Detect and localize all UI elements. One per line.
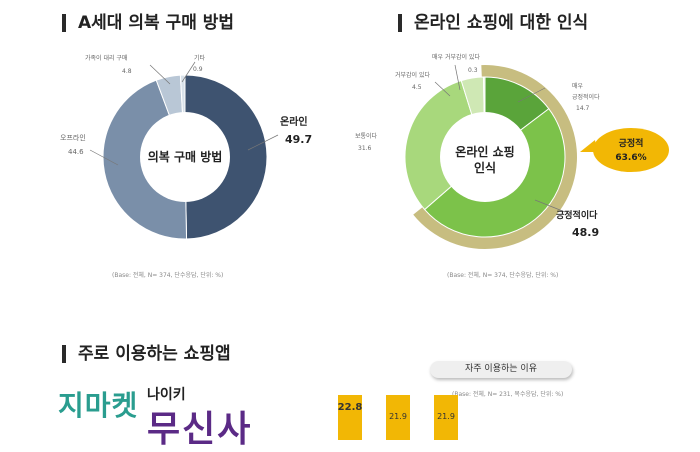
slice-label-offline: 오프라인 <box>60 133 86 142</box>
musinsa-logo-text: 무신사 <box>147 409 253 450</box>
slice-value-online: 49.7 <box>285 133 312 146</box>
reason-bar-value-2: 21.9 <box>437 412 455 421</box>
slice-label-negative: 거부감이 있다 <box>395 71 431 79</box>
slice-value-neutral: 31.6 <box>358 145 372 152</box>
callout-value: 63.6% <box>615 153 646 163</box>
slice-label-very-positive-2: 긍정적이다 <box>572 93 600 101</box>
slice-value-positive: 48.9 <box>572 226 599 239</box>
leader-line-offline <box>89 149 119 166</box>
reason-bar-0 <box>338 395 362 440</box>
slice-value-family: 4.8 <box>122 68 132 75</box>
purchase-method-donut-chart: 의복 구매 방법 온라인 49.7 오프라인 44.6 가족이 대리 구매 4.… <box>60 54 312 240</box>
slice-value-very-positive: 14.7 <box>576 105 590 112</box>
slice-label-neutral: 보통이다 <box>355 132 378 140</box>
slice-value-etc: 0.9 <box>193 66 203 73</box>
leader-line-online <box>247 134 279 151</box>
chart-note-perception: (Base: 전체, N= 374, 단수응답, 단위: %) <box>447 272 559 279</box>
donut-center-label-line2: 인식 <box>474 160 496 175</box>
donut-hole <box>140 112 230 202</box>
reason-bar-value-1: 21.9 <box>389 412 407 421</box>
gmarket-logo-text: 지마켓 <box>58 389 139 422</box>
reason-bar-1 <box>386 395 410 440</box>
reason-pill-title: 자주 이용하는 이유 <box>430 361 572 378</box>
slice-label-family: 가족이 대리 구매 <box>85 54 127 62</box>
callout-pointer <box>580 140 597 152</box>
slice-value-very-negative: 0.3 <box>468 67 478 74</box>
reasons-bar-chart: 22.8 21.9 21.9 <box>338 395 458 440</box>
callout-bubble <box>593 128 669 172</box>
leader-line-etc <box>181 61 196 83</box>
slice-label-very-positive: 매우 <box>572 82 584 90</box>
reason-bar-2 <box>434 395 458 440</box>
slice-value-offline: 44.6 <box>68 148 84 156</box>
donut-hole <box>440 112 530 202</box>
slice-value-negative: 4.5 <box>412 84 422 91</box>
leader-line-negative <box>434 81 451 97</box>
section-title-shopping-app: 주로 이용하는 쇼핑앱 <box>62 345 231 363</box>
section-title-purchase-method: A세대 의복 구매 방법 <box>62 14 234 32</box>
slice-label-very-negative: 매우 거부감이 있다 <box>432 53 480 61</box>
reason-bar-value-0: 22.8 <box>338 402 363 413</box>
leader-line-very-positive <box>517 87 546 103</box>
donut-center-label: 의복 구매 방법 <box>148 149 223 164</box>
slice-label-etc: 기타 <box>194 54 206 62</box>
chart-note-reasons: (Base: 전체, N= 231, 복수응답, 단위: %) <box>452 391 564 398</box>
online-perception-donut-chart: 온라인 쇼핑 인식 긍정적 63.6% 매우 긍정적이다 14.7 긍정적이다 … <box>355 53 669 250</box>
chart-note-purchase: (Base: 전체, N= 374, 단수응답, 단위: %) <box>112 272 224 279</box>
leader-line-positive <box>534 199 566 213</box>
nike-logo-text: 나이키 <box>147 387 186 403</box>
slice-label-online: 온라인 <box>280 115 308 128</box>
leader-line-family <box>149 64 171 85</box>
donut-center-label-line1: 온라인 쇼핑 <box>455 144 514 159</box>
leader-line-very-negative <box>454 64 461 91</box>
section-title-online-perception: 온라인 쇼핑에 대한 인식 <box>398 14 588 32</box>
slice-label-positive: 긍정적이다 <box>556 209 598 221</box>
callout-label: 긍정적 <box>619 137 644 149</box>
